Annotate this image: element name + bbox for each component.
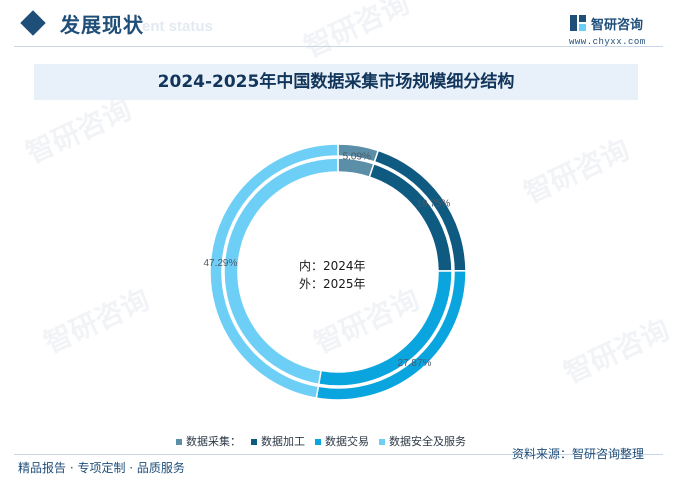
legend-item: 数据安全及服务 xyxy=(379,433,466,449)
chart-title-bar: 2024-2025年中国数据采集市场规模细分结构 xyxy=(34,64,638,100)
center-label: 外：2025年 xyxy=(299,277,366,291)
section-title: 发展现状 xyxy=(60,13,144,37)
legend-swatch xyxy=(379,439,385,445)
footer-divider xyxy=(14,454,663,455)
brand-name: 智研咨询 xyxy=(591,18,644,33)
center-label: 内：2024年 xyxy=(299,259,366,273)
legend-item: 数据采集： xyxy=(176,433,241,449)
brand-url: www.chyxx.com xyxy=(569,37,646,47)
page-header: ent status 发展现状 智研咨询 www.chyxx.com xyxy=(0,0,677,50)
legend: 数据采集： 数据加工 数据交易 数据安全及服务 xyxy=(176,430,476,449)
legend-item: 数据交易 xyxy=(315,433,369,449)
legend-item: 数据加工 xyxy=(251,433,305,449)
section-subtitle: ent status xyxy=(142,18,213,35)
legend-label: 数据加工 xyxy=(261,435,305,448)
legend-label: 数据采集： xyxy=(186,435,241,448)
header-divider xyxy=(14,46,663,47)
footer-slogan: 精品报告 · 专项定制 · 品质服务 xyxy=(18,461,185,475)
legend-swatch xyxy=(251,439,257,445)
donut-slice-inner-3 xyxy=(223,157,339,386)
data-label: 27.87% xyxy=(398,358,432,369)
data-label: 5.09% xyxy=(343,152,371,163)
chart-title: 2024-2025年中国数据采集市场规模细分结构 xyxy=(157,72,515,92)
legend-swatch xyxy=(315,439,321,445)
brand-logo-icon xyxy=(570,15,586,31)
legend-label: 数据交易 xyxy=(325,435,369,448)
data-label: 47.29% xyxy=(203,258,237,269)
source-label: 资料来源：智研咨询整理 xyxy=(512,447,645,461)
legend-swatch xyxy=(176,439,182,445)
donut-slice-outer-3 xyxy=(209,143,339,400)
legend-label: 数据安全及服务 xyxy=(389,435,466,448)
data-label: 19.75% xyxy=(416,198,450,209)
